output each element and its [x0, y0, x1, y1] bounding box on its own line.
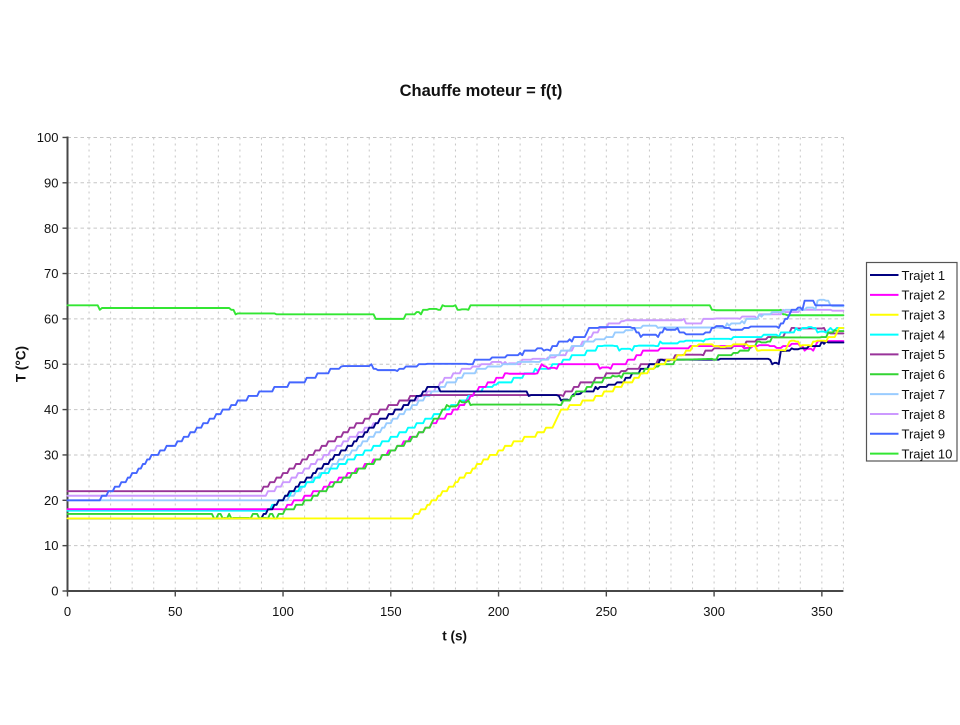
svg-text:70: 70 — [44, 266, 58, 281]
svg-text:Trajet 10: Trajet 10 — [902, 446, 953, 461]
svg-text:100: 100 — [272, 604, 294, 619]
svg-text:40: 40 — [44, 402, 58, 417]
svg-text:30: 30 — [44, 448, 58, 463]
svg-text:60: 60 — [44, 312, 58, 327]
svg-text:Chauffe moteur = f(t): Chauffe moteur = f(t) — [400, 82, 563, 100]
svg-text:20: 20 — [44, 493, 58, 508]
svg-text:Trajet 4: Trajet 4 — [902, 327, 946, 342]
svg-text:T (°C): T (°C) — [14, 346, 29, 382]
svg-text:t (s): t (s) — [442, 629, 467, 644]
svg-text:50: 50 — [44, 357, 58, 372]
svg-text:0: 0 — [51, 584, 58, 599]
svg-text:Trajet 9: Trajet 9 — [902, 427, 946, 442]
svg-text:250: 250 — [595, 604, 617, 619]
svg-text:Trajet 1: Trajet 1 — [902, 268, 946, 283]
svg-text:90: 90 — [44, 175, 58, 190]
svg-text:200: 200 — [488, 604, 510, 619]
svg-text:Trajet 6: Trajet 6 — [902, 367, 946, 382]
svg-text:0: 0 — [64, 604, 71, 619]
svg-text:50: 50 — [168, 604, 182, 619]
svg-text:100: 100 — [37, 130, 59, 145]
svg-text:Trajet 3: Trajet 3 — [902, 308, 946, 323]
svg-text:300: 300 — [703, 604, 725, 619]
svg-text:Trajet 8: Trajet 8 — [902, 407, 946, 422]
svg-text:Trajet 5: Trajet 5 — [902, 347, 946, 362]
svg-text:80: 80 — [44, 221, 58, 236]
svg-text:350: 350 — [811, 604, 833, 619]
svg-text:150: 150 — [380, 604, 402, 619]
svg-text:10: 10 — [44, 538, 58, 553]
svg-text:Trajet 2: Trajet 2 — [902, 288, 946, 303]
svg-text:Trajet 7: Trajet 7 — [902, 387, 946, 402]
